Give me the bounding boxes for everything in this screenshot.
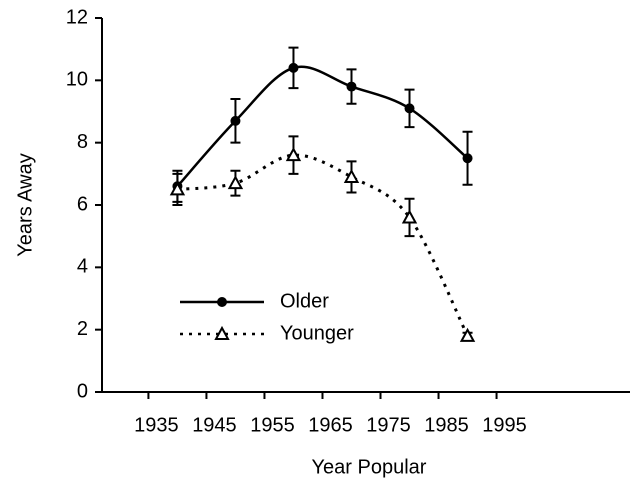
y-tick-label: 12	[66, 6, 88, 28]
legend-marker	[214, 325, 230, 340]
x-tick-label: 1995	[482, 414, 527, 436]
y-tick-label: 0	[77, 380, 88, 402]
marker	[227, 175, 244, 190]
marker	[169, 181, 186, 196]
legend-marker	[217, 297, 227, 307]
x-tick-label: 1975	[366, 414, 411, 436]
marker	[401, 209, 418, 224]
x-tick-label: 1955	[250, 414, 295, 436]
x-axis-label: Year Popular	[312, 456, 427, 478]
marker	[346, 81, 357, 92]
marker	[404, 103, 415, 114]
x-tick-label: 1985	[424, 414, 469, 436]
marker	[230, 115, 241, 126]
x-tick-label: 1965	[308, 414, 353, 436]
marker	[285, 147, 302, 162]
marker	[459, 327, 476, 342]
legend-label: Older	[280, 290, 329, 312]
y-axis-label: Years Away	[14, 153, 36, 256]
legend-label: Younger	[280, 322, 354, 344]
y-tick-label: 4	[77, 256, 88, 278]
y-tick-label: 10	[66, 69, 88, 91]
x-tick-label: 1935	[134, 414, 179, 436]
y-tick-label: 6	[77, 193, 88, 215]
marker	[343, 168, 360, 183]
series-line	[176, 65, 469, 188]
y-tick-label: 2	[77, 318, 88, 340]
x-tick-label: 1945	[192, 414, 237, 436]
marker	[462, 153, 473, 164]
marker	[288, 62, 299, 73]
y-tick-label: 8	[77, 131, 88, 153]
